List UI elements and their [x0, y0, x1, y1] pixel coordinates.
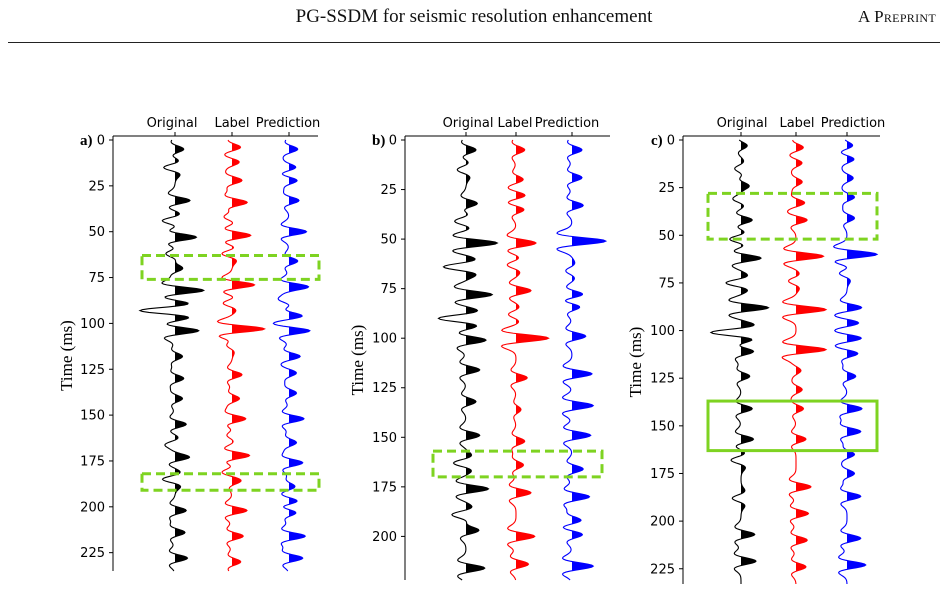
y-tick-label: 200: [650, 515, 675, 530]
y-tick-label: 25: [380, 183, 397, 198]
column-header-prediction: Prediction: [256, 116, 321, 131]
y-tick-label: 0: [667, 134, 675, 149]
y-tick-label: 100: [80, 317, 105, 332]
y-tick-label: 150: [80, 409, 105, 424]
y-tick-label: 75: [658, 276, 675, 291]
y-tick-label: 200: [80, 500, 105, 515]
y-tick-label: 0: [97, 134, 105, 149]
page-header: PG-SSDM for seismic resolution enhanceme…: [0, 0, 948, 44]
y-tick-label: 125: [372, 381, 397, 396]
y-tick-label: 225: [80, 546, 105, 561]
y-tick-label: 125: [80, 363, 105, 378]
y-tick-label: 50: [658, 229, 675, 244]
y-tick-label: 25: [88, 179, 105, 194]
y-tick-label: 175: [80, 454, 105, 469]
trace-fill-label: [516, 140, 549, 580]
y-tick-label: 150: [650, 419, 675, 434]
y-tick-label: 125: [650, 372, 675, 387]
trace-line-label: [781, 139, 828, 585]
highlight-box-dashed: [140, 254, 321, 281]
highlight-box-solid: [706, 399, 879, 453]
y-tick-label: 75: [380, 282, 397, 297]
panel-letter: c): [651, 133, 663, 149]
panel-2: c) 0 25 50 75 100 125 150 175 200 225 Time (ms) Orig…: [626, 116, 886, 585]
trace-line-prediction: [556, 139, 608, 581]
y-axis-label: Time (ms): [348, 325, 367, 396]
column-header-original: Original: [717, 116, 768, 131]
trace-line-prediction: [832, 139, 879, 585]
trace-line-original: [138, 139, 206, 572]
trace-line-label: [500, 139, 550, 581]
column-header-original: Original: [147, 116, 198, 131]
running-title: PG-SSDM for seismic resolution enhanceme…: [295, 6, 653, 27]
y-tick-label: 75: [88, 271, 105, 286]
trace-line-original: [437, 139, 499, 581]
y-axis-label: Time (ms): [626, 327, 645, 398]
y-tick-label: 100: [650, 324, 675, 339]
column-header-original: Original: [443, 116, 494, 131]
trace-fill-original: [741, 140, 769, 584]
preprint-tag: A Preprint: [857, 7, 936, 26]
column-header-label: Label: [779, 116, 814, 131]
panel-letter: a): [80, 133, 93, 149]
y-tick-label: 100: [372, 332, 397, 347]
trace-fill-label: [796, 140, 826, 584]
y-tick-label: 175: [372, 480, 397, 495]
panel-1: b) 0 25 50 75 100 125 150 175 200 Time (ms) Origina…: [348, 116, 610, 581]
trace-line-original: [709, 139, 770, 584]
trace-fill-original: [175, 140, 204, 571]
y-tick-label: 0: [389, 134, 397, 149]
y-axis-label: Time (ms): [57, 320, 76, 391]
highlight-box-dashed: [431, 449, 604, 479]
column-header-prediction: Prediction: [535, 116, 600, 131]
trace-fill-label: [232, 140, 265, 571]
header-rule: [8, 42, 940, 43]
y-tick-label: 50: [380, 233, 397, 248]
y-tick-label: 25: [658, 181, 675, 196]
highlight-box-dashed: [140, 472, 321, 492]
y-tick-label: 200: [372, 530, 397, 545]
trace-fill-prediction: [847, 140, 878, 584]
column-header-label: Label: [214, 116, 249, 131]
y-tick-label: 150: [372, 431, 397, 446]
column-header-prediction: Prediction: [821, 116, 886, 131]
y-tick-label: 175: [650, 467, 675, 482]
trace-fill-original: [466, 140, 498, 580]
trace-fill-prediction: [572, 140, 606, 580]
trace-line-prediction: [272, 139, 311, 572]
panel-letter: b): [372, 133, 385, 149]
panel-0: a) 0 25 50 75 100 125 150 175 200 225 Time (ms) Orig…: [57, 116, 321, 572]
highlight-box-dashed: [706, 191, 879, 241]
column-header-label: Label: [497, 116, 532, 131]
trace-line-label: [216, 139, 266, 572]
y-tick-label: 225: [650, 562, 675, 577]
y-tick-label: 50: [88, 225, 105, 240]
